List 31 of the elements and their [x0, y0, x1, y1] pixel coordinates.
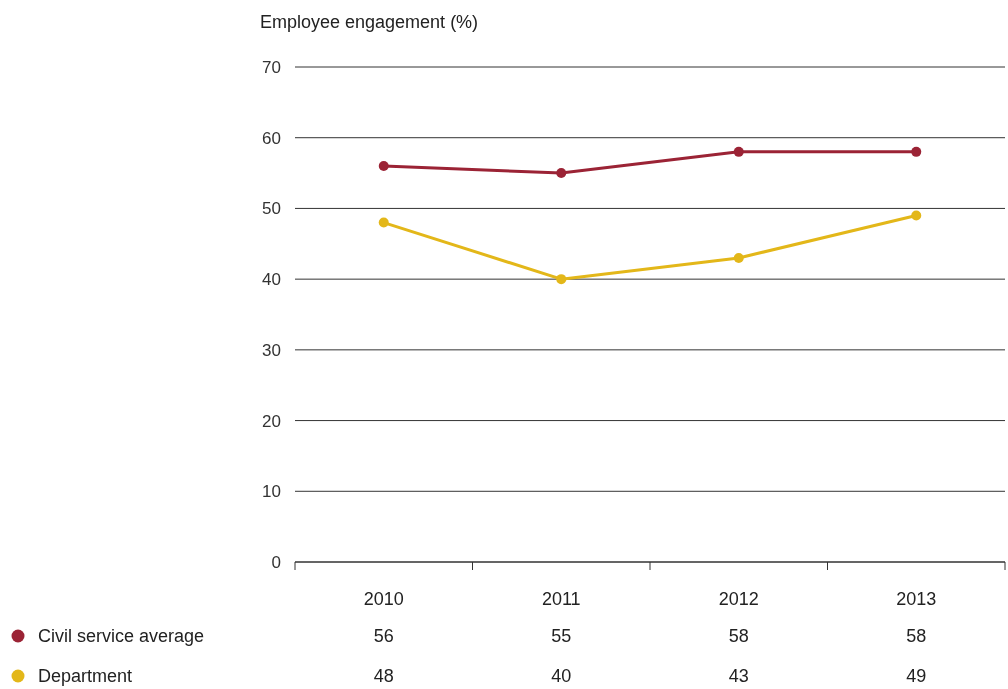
point — [733, 252, 744, 263]
data-label: 55 — [551, 626, 572, 647]
point — [556, 168, 567, 179]
x-tick-label: 2013 — [896, 589, 937, 609]
y-tick-label: 60 — [262, 128, 281, 148]
y-tick-label: 40 — [262, 270, 281, 290]
x-tick-label: 2010 — [363, 589, 404, 609]
data-label: 43 — [728, 666, 749, 687]
data-label: 49 — [906, 666, 927, 687]
data-label: 58 — [906, 626, 927, 647]
legend-label: Department — [38, 666, 133, 687]
data-label: 48 — [373, 666, 394, 687]
y-axis-title: Employee engagement (%) — [260, 12, 479, 32]
point — [911, 210, 922, 221]
data-label: 58 — [728, 626, 749, 647]
point — [556, 274, 567, 285]
x-tick-label: 2011 — [541, 589, 581, 609]
y-tick-label: 50 — [262, 199, 281, 219]
data-label: 40 — [551, 666, 572, 687]
point — [378, 217, 389, 228]
y-tick-label: 10 — [262, 482, 281, 502]
data-label: 56 — [373, 626, 394, 647]
point — [911, 146, 922, 157]
point — [378, 161, 389, 171]
x-tick-label: 2012 — [718, 589, 759, 609]
y-tick-label: 70 — [262, 57, 281, 77]
y-tick-label: 20 — [262, 411, 281, 431]
legend-label: Civil service average — [38, 626, 205, 647]
y-tick-label: 30 — [262, 340, 281, 360]
y-tick-label: 0 — [271, 552, 281, 572]
point — [733, 146, 744, 157]
